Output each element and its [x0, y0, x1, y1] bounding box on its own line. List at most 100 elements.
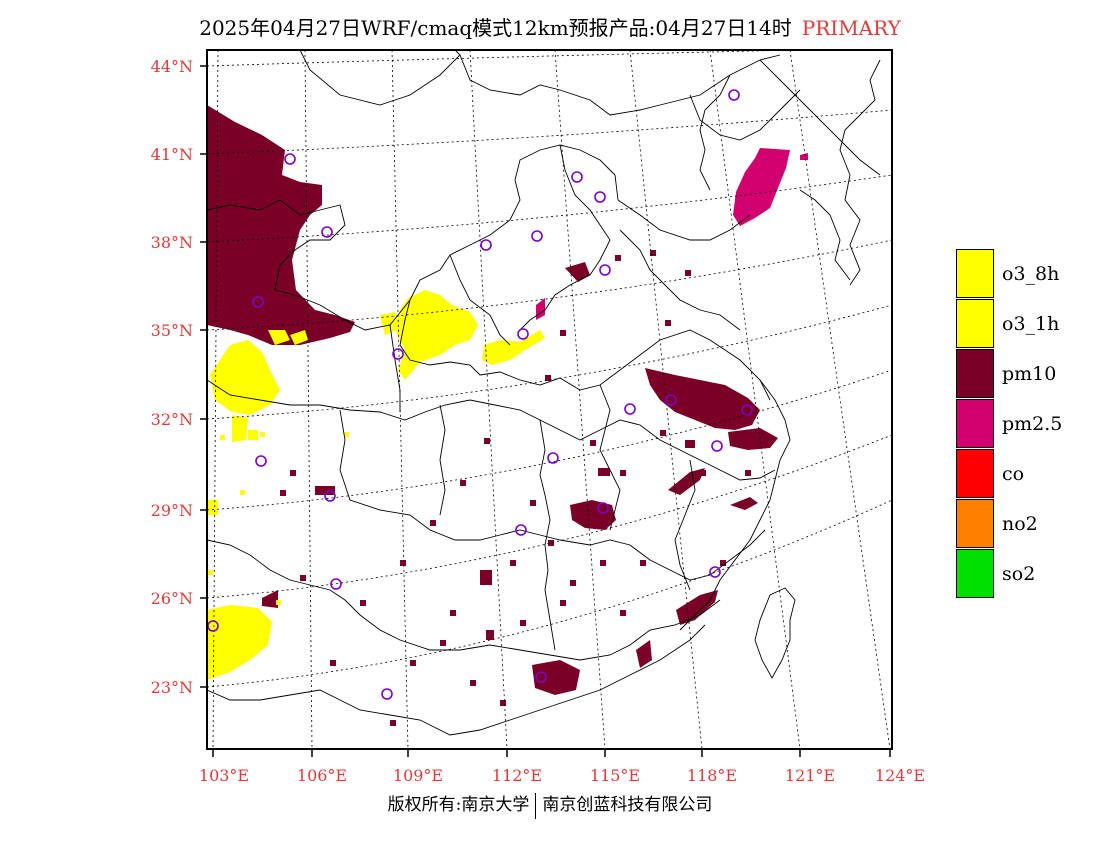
o3-region-shaanxi — [395, 290, 478, 380]
legend-swatch — [956, 399, 994, 448]
pm10-region-zhejiang — [668, 468, 705, 495]
legend-swatch — [956, 499, 994, 548]
city-marker — [252, 296, 264, 308]
pm25-region-small — [800, 153, 808, 160]
pm10-region-fujian — [676, 590, 718, 625]
lat-label: 41°N — [151, 145, 193, 164]
latitude-labels: 44°N 41°N 38°N 35°N 32°N 29°N 26°N 23°N — [151, 57, 193, 697]
pm25-region-liaoning — [733, 148, 790, 226]
legend-swatch — [956, 449, 994, 498]
lat-label: 32°N — [151, 410, 193, 429]
city-marker — [255, 455, 267, 467]
legend-swatch — [956, 349, 994, 398]
map-title: 2025年04月27日WRF/cmaq模式12km预报产品:04月27日14时 P… — [0, 12, 1100, 41]
city-marker — [594, 191, 606, 203]
lat-label: 23°N — [151, 678, 193, 697]
o3-region-sichuan-south — [232, 415, 248, 442]
o3-scatter — [208, 432, 349, 605]
lat-label: 29°N — [151, 501, 193, 520]
ozone-regions — [207, 290, 545, 680]
o3-region-sichuan-west — [268, 330, 290, 345]
legend-label: co — [1002, 463, 1025, 485]
city-markers — [207, 89, 753, 700]
city-marker — [330, 578, 342, 590]
province-boundaries — [207, 50, 881, 736]
lat-label: 35°N — [151, 321, 193, 340]
city-marker — [728, 89, 740, 101]
footer-divider — [535, 792, 537, 819]
legend-label: o3_1h — [1002, 313, 1060, 335]
o3-region-yunnan — [207, 605, 272, 680]
legend-label: pm10 — [1002, 363, 1057, 385]
title-tag: PRIMARY — [801, 16, 901, 40]
legend-swatch — [956, 549, 994, 598]
city-marker — [480, 239, 492, 251]
pm10-scatter — [280, 250, 751, 726]
lon-label: 109°E — [393, 766, 443, 785]
city-marker — [741, 404, 753, 416]
pm10-region-central — [570, 500, 616, 530]
city-marker — [597, 502, 609, 514]
pm10-region-hunan — [598, 468, 610, 476]
lat-label: 26°N — [151, 589, 193, 608]
city-marker — [547, 452, 559, 464]
city-marker — [599, 264, 611, 276]
city-marker — [381, 688, 393, 700]
city-marker — [709, 566, 721, 578]
pm10-region-delta — [728, 428, 778, 450]
pm10-region-yunnan2 — [262, 590, 278, 608]
copyright-left: 版权所有:南京大学 — [387, 795, 530, 815]
pm10-region-shandong — [565, 262, 590, 282]
pm10-region-coast1 — [730, 497, 758, 510]
o3-region-sichuan-west2 — [290, 330, 308, 345]
city-marker — [571, 171, 583, 183]
lon-label: 118°E — [687, 766, 737, 785]
lon-label: 115°E — [590, 766, 640, 785]
pm10-region-guangxi — [486, 630, 494, 640]
lon-label: 124°E — [875, 766, 925, 785]
city-marker — [392, 348, 404, 360]
legend-label: no2 — [1002, 513, 1038, 535]
city-marker — [321, 226, 333, 238]
city-marker — [711, 440, 723, 452]
o3-region-sichuan-small — [248, 430, 258, 440]
pm10-region-east-isolated — [685, 440, 695, 448]
pm10-region-guangdong — [636, 640, 652, 668]
lon-label: 103°E — [199, 766, 249, 785]
pm10-region-east — [645, 368, 760, 430]
city-marker — [517, 328, 529, 340]
title-main: 2025年04月27日WRF/cmaq模式12km预报产品:04月27日14时 — [199, 16, 792, 40]
legend-swatch — [956, 299, 994, 348]
lat-label: 38°N — [151, 233, 193, 252]
lon-label: 112°E — [492, 766, 542, 785]
city-marker — [284, 153, 296, 165]
o3-region-yunnan2 — [207, 500, 218, 515]
o3-region-gansu — [380, 312, 400, 335]
legend-label: so2 — [1002, 563, 1036, 585]
city-marker — [665, 394, 677, 406]
pm10-region-south — [532, 660, 580, 695]
legend-label: pm2.5 — [1002, 413, 1063, 435]
city-marker — [624, 403, 636, 415]
legend-label: o3_8h — [1002, 263, 1060, 285]
lon-label: 121°E — [785, 766, 835, 785]
pm10-region-jiangxi — [480, 570, 492, 585]
city-marker — [324, 490, 336, 502]
lon-label: 106°E — [297, 766, 347, 785]
legend-swatch — [956, 249, 994, 298]
lat-label: 44°N — [151, 57, 193, 76]
city-marker — [531, 230, 543, 242]
map-frame — [206, 49, 893, 750]
copyright-right: 南京创蓝科技有限公司 — [542, 795, 713, 815]
longitude-labels: 103°E 106°E 109°E 112°E 115°E 118°E 121°… — [199, 766, 925, 785]
o3-region-sichuan — [210, 340, 280, 415]
pm10-region-yunnan — [315, 486, 335, 495]
axis-ticks — [200, 65, 891, 757]
city-marker — [515, 524, 527, 536]
pm10-regions — [207, 105, 778, 695]
city-marker — [535, 671, 547, 683]
copyright-footer: 版权所有:南京大学 南京创蓝科技有限公司 — [0, 790, 1100, 819]
pm10-region-northwest — [207, 105, 355, 345]
o3-region-henan — [482, 330, 545, 365]
